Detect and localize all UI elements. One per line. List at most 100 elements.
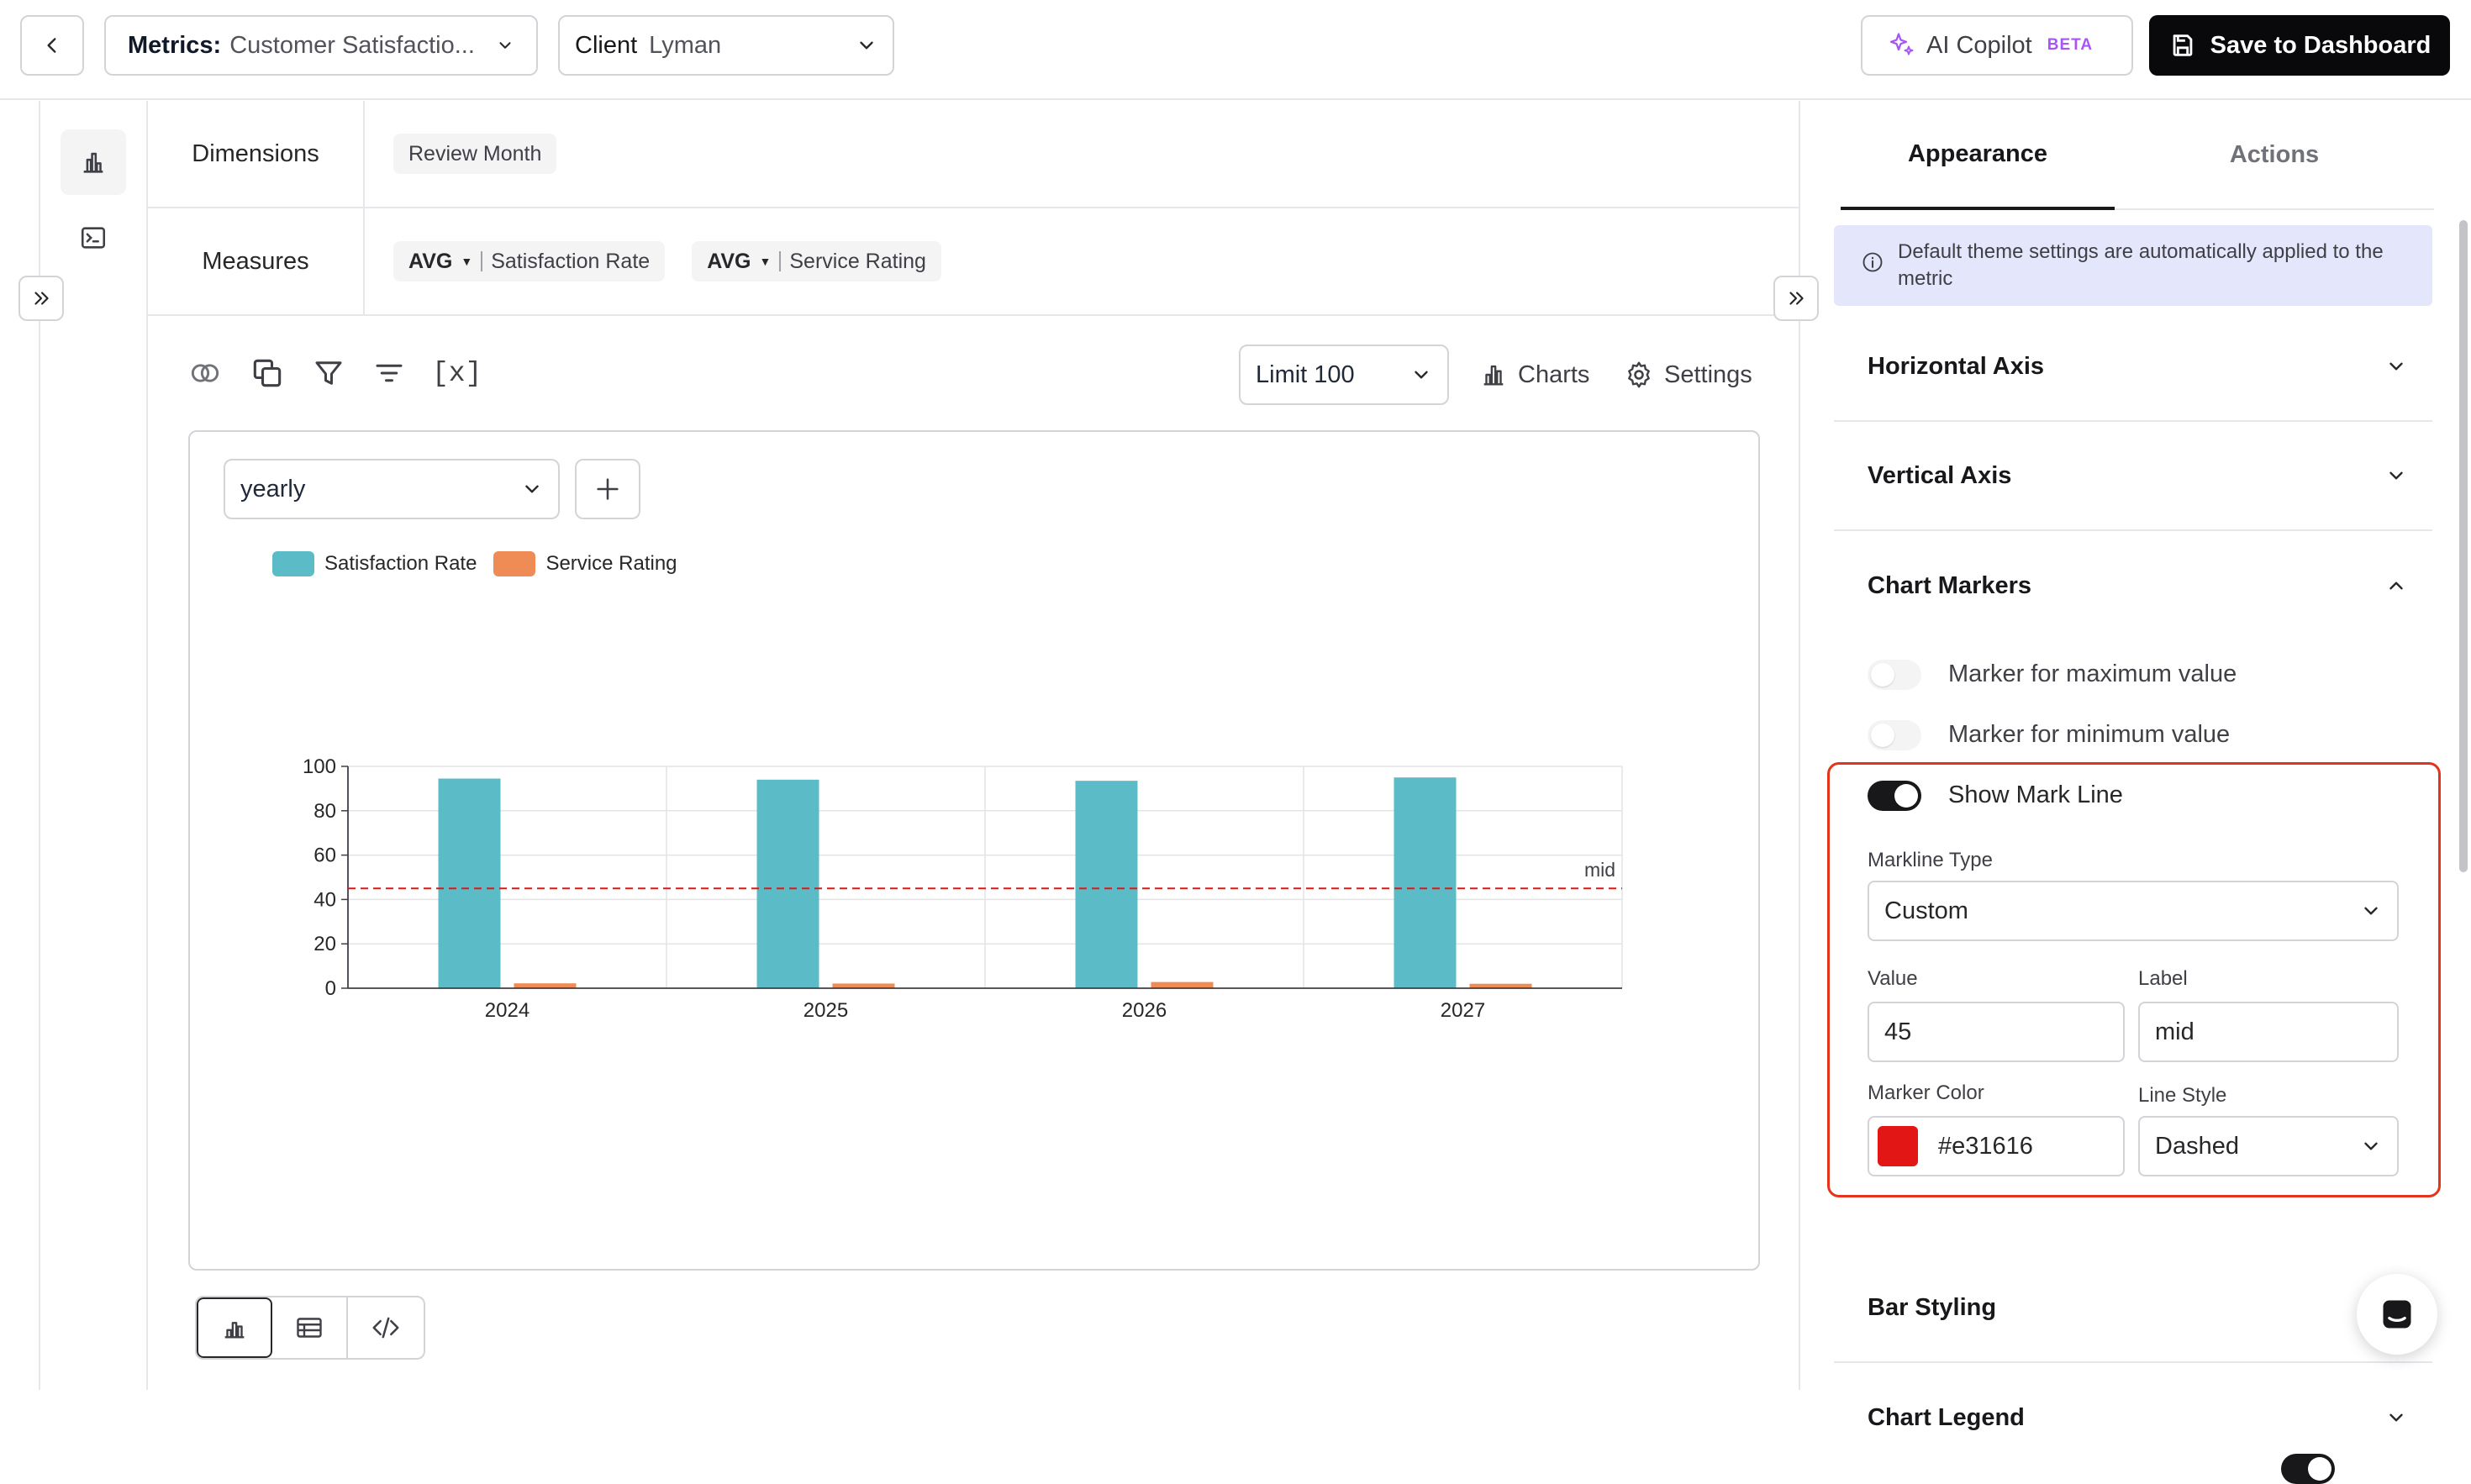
markline-type-label: Markline Type — [1868, 849, 1993, 871]
period-select[interactable]: yearly — [224, 459, 560, 519]
markline-label-input[interactable]: mid — [2138, 1002, 2399, 1062]
section-title: Vertical Axis — [1868, 461, 2012, 489]
limit-select[interactable]: Limit 100 — [1239, 345, 1449, 405]
y-tick-label: 0 — [325, 977, 336, 1000]
section-title: Horizontal Axis — [1868, 352, 2045, 380]
bar-chart-icon — [83, 152, 103, 173]
measure-field: Service Rating — [789, 249, 926, 273]
variables-button[interactable]: [x] — [432, 357, 482, 389]
terminal-icon — [81, 227, 106, 249]
section-vertical-axis[interactable]: Vertical Axis — [1834, 422, 2432, 531]
y-tick-label: 60 — [313, 845, 336, 867]
left-rail — [39, 101, 148, 1390]
chevrons-right-icon — [1789, 292, 1804, 305]
plus-icon — [597, 478, 619, 500]
aggregation-label: AVG — [707, 249, 751, 273]
y-tick-label: 20 — [313, 933, 336, 955]
tab-actions[interactable]: Actions — [2115, 101, 2434, 210]
chip-separator — [481, 251, 483, 271]
settings-label: Settings — [1664, 360, 1752, 388]
panel-scrollbar[interactable] — [2459, 220, 2468, 872]
main-area: Dimensions Review Month Measures AVG ▼ S… — [148, 101, 1800, 1390]
chart-view-button[interactable] — [197, 1297, 272, 1358]
chevron-left-icon — [47, 38, 56, 53]
bar-chart-icon — [224, 1322, 245, 1339]
measures-label: Measures — [148, 208, 365, 314]
marker-color-field[interactable]: #e31616 — [1868, 1116, 2125, 1176]
join-icon[interactable] — [187, 355, 224, 392]
terminal-rail-button[interactable] — [61, 205, 126, 271]
value-label: Value — [1868, 967, 1918, 990]
client-value: Lyman — [649, 31, 722, 59]
aggregation-label: AVG — [408, 249, 453, 273]
collapse-panel-button[interactable] — [1773, 276, 1819, 321]
charts-label: Charts — [1518, 360, 1590, 388]
code-icon — [372, 1317, 399, 1339]
line-style-label: Line Style — [2138, 1084, 2227, 1107]
section-bar-styling[interactable]: Bar Styling — [1834, 1254, 2432, 1363]
measure-chip[interactable]: AVG ▼ Service Rating — [692, 241, 941, 282]
expand-left-button[interactable] — [18, 276, 64, 321]
measure-chip[interactable]: AVG ▼ Satisfaction Rate — [393, 241, 666, 282]
ai-copilot-button[interactable]: AI Copilot BETA — [1861, 15, 2133, 76]
chevron-down-icon — [525, 485, 539, 493]
back-button[interactable] — [20, 15, 84, 76]
add-button[interactable] — [575, 459, 640, 519]
max-marker-label: Marker for maximum value — [1948, 660, 2237, 687]
client-selector[interactable]: Client Lyman — [558, 15, 894, 76]
table-view-button[interactable] — [272, 1297, 348, 1358]
chip-separator — [779, 251, 782, 271]
info-icon — [1862, 252, 1883, 272]
bar-chart-icon — [1483, 365, 1504, 386]
min-marker-toggle[interactable] — [1868, 720, 1921, 750]
y-tick-label: 40 — [313, 888, 336, 911]
filter-icon[interactable] — [311, 355, 346, 391]
chevron-down-icon — [2364, 1142, 2378, 1150]
code-view-button[interactable] — [348, 1297, 424, 1358]
chart-legend-toggle[interactable] — [2281, 1454, 2335, 1484]
max-marker-toggle[interactable] — [1868, 660, 1921, 690]
save-to-dashboard-button[interactable]: Save to Dashboard — [2149, 15, 2450, 76]
x-tick-label: 2024 — [485, 999, 530, 1022]
markline-type-value: Custom — [1884, 897, 1968, 924]
bar-service-rating — [1151, 981, 1214, 988]
charts-button[interactable]: Charts — [1479, 350, 1589, 400]
settings-button[interactable]: Settings — [1624, 350, 1752, 400]
section-chart-legend[interactable]: Chart Legend — [1834, 1363, 2432, 1472]
caret-down-icon: ▼ — [461, 255, 473, 268]
copy-icon[interactable] — [249, 355, 286, 392]
markline-highlight — [1827, 762, 2441, 1197]
chat-icon — [2383, 1300, 2411, 1329]
bar-satisfaction-rate — [438, 778, 501, 988]
mark-line-label: mid — [1584, 859, 1615, 881]
line-style-select[interactable]: Dashed — [2138, 1116, 2399, 1176]
metric-value: Customer Satisfactio... — [229, 31, 475, 59]
settings-panel: Appearance Actions Default theme setting… — [1802, 101, 2471, 1484]
client-prefix: Client — [575, 31, 638, 59]
dimensions-label: Dimensions — [148, 101, 365, 207]
bar-satisfaction-rate — [1394, 777, 1457, 988]
marker-color-value: #e31616 — [1938, 1132, 2033, 1160]
markline-type-select[interactable]: Custom — [1868, 881, 2399, 941]
chart-view-rail-button[interactable] — [61, 129, 126, 195]
query-toolbar: [x] — [187, 355, 482, 392]
top-bar: Metrics: Customer Satisfactio... Client … — [0, 0, 2471, 100]
markline-value-input[interactable]: 45 — [1868, 1002, 2125, 1062]
save-icon — [2173, 34, 2192, 56]
dimension-chip[interactable]: Review Month — [393, 134, 557, 174]
color-swatch[interactable] — [1878, 1126, 1918, 1166]
legend-label[interactable]: Satisfaction Rate — [324, 552, 477, 575]
chart-legend: Satisfaction Rate Service Rating — [272, 551, 677, 576]
metric-selector[interactable]: Metrics: Customer Satisfactio... — [104, 15, 538, 76]
show-markline-toggle[interactable] — [1868, 781, 1921, 811]
section-chart-markers[interactable]: Chart Markers — [1834, 531, 2432, 640]
chart-card: yearly Satisfaction Rate Service Rating … — [188, 430, 1760, 1271]
legend-swatch-service-rating — [493, 551, 536, 576]
sparkle-icon — [1889, 33, 1914, 55]
legend-label[interactable]: Service Rating — [545, 552, 677, 575]
chat-launcher-button[interactable] — [2357, 1274, 2437, 1355]
tab-appearance[interactable]: Appearance — [1841, 101, 2115, 210]
sort-icon[interactable] — [371, 355, 407, 391]
section-horizontal-axis[interactable]: Horizontal Axis — [1834, 313, 2432, 422]
dimensions-row: Dimensions Review Month — [148, 101, 1799, 208]
